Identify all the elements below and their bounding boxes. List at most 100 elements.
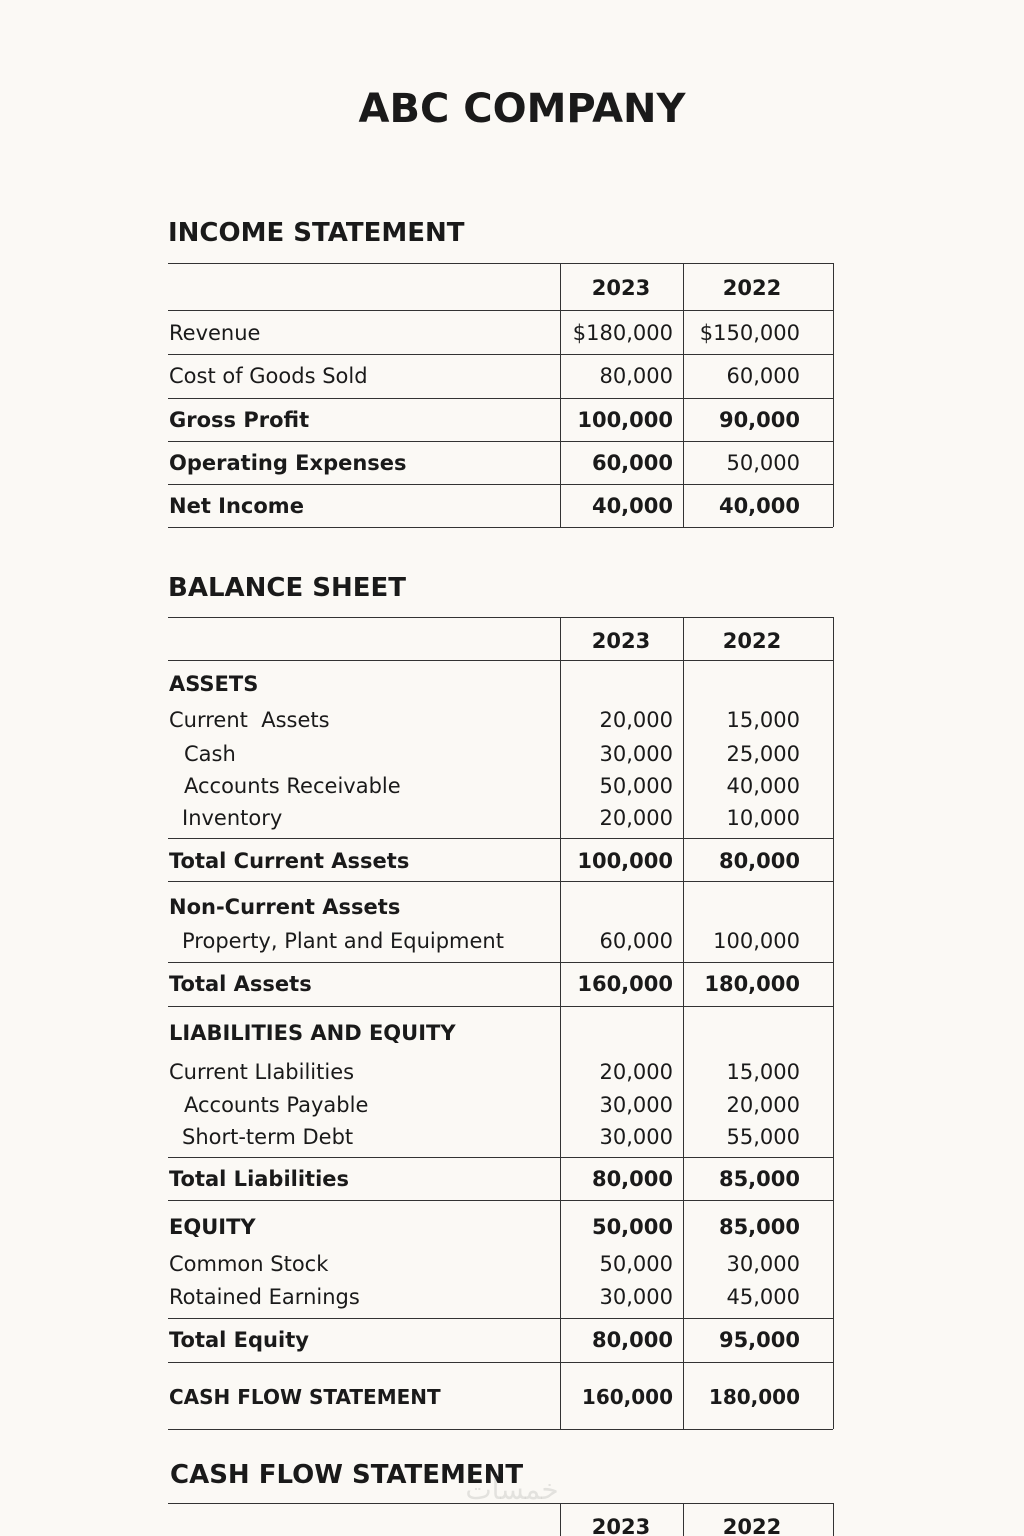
row-label: Common Stock — [169, 1251, 329, 1276]
cell-value: 95,000 — [718, 1327, 800, 1352]
cell-value: 20,000 — [599, 805, 673, 830]
column-header: 2023 — [591, 275, 651, 300]
cell-value: $150,000 — [699, 320, 800, 345]
section-heading: INCOME STATEMENT — [168, 217, 465, 248]
cell-value: 25,000 — [726, 741, 800, 766]
rule — [168, 1362, 833, 1363]
row-label: Inventory — [182, 805, 283, 830]
cell-value: 30,000 — [726, 1251, 800, 1276]
cell-value: 50,000 — [599, 1251, 673, 1276]
column-header: 2022 — [722, 1514, 782, 1536]
cell-value: 15,000 — [726, 707, 800, 732]
cell-value: 50,000 — [726, 450, 800, 475]
rule — [168, 1503, 833, 1504]
section-heading: CASH FLOW STATEMENT — [170, 1459, 524, 1490]
cell-value: 85,000 — [718, 1166, 800, 1191]
cell-value: 30,000 — [599, 1092, 673, 1117]
cell-value: 20,000 — [599, 1059, 673, 1084]
cell-value: 40,000 — [718, 493, 800, 518]
rule — [560, 1503, 561, 1536]
row-label: Cost of Goods Sold — [169, 363, 368, 388]
cell-value: 180,000 — [708, 1384, 800, 1409]
rule — [833, 617, 834, 1429]
row-label: Short-term Debt — [182, 1124, 354, 1149]
rule — [168, 838, 833, 839]
column-header: 2023 — [591, 628, 651, 653]
row-label: Non-Current Assets — [169, 894, 401, 919]
row-label: EQUITY — [169, 1214, 256, 1239]
rule — [168, 660, 833, 661]
rule — [168, 354, 833, 355]
row-label: Revenue — [169, 320, 261, 345]
column-header: 2023 — [591, 1514, 651, 1536]
rule — [168, 527, 833, 528]
rule — [168, 962, 833, 963]
cell-value: 80,000 — [591, 1327, 673, 1352]
cell-value: 55,000 — [726, 1124, 800, 1149]
cell-value: 90,000 — [718, 407, 800, 432]
row-label: Total Liabilities — [169, 1166, 350, 1191]
rule — [168, 398, 833, 399]
row-label: Accounts Receivable — [184, 773, 401, 798]
cell-value: 60,000 — [726, 363, 800, 388]
rule — [168, 484, 833, 485]
cell-value: 45,000 — [726, 1284, 800, 1309]
cell-value: 80,000 — [591, 1166, 673, 1191]
row-label: Cash — [184, 741, 236, 766]
cell-value: 180,000 — [704, 971, 800, 996]
row-label: Net Income — [169, 493, 304, 518]
section-heading: BALANCE SHEET — [168, 572, 407, 603]
row-label: Rotained Earnings — [169, 1284, 360, 1309]
cell-value: 160,000 — [581, 1384, 673, 1409]
cell-value: 20,000 — [726, 1092, 800, 1117]
cell-value: 85,000 — [718, 1214, 800, 1239]
row-label: Total Current Assets — [169, 848, 410, 873]
rule — [168, 1200, 833, 1201]
row-label: Operating Expenses — [169, 450, 407, 475]
cell-value: 40,000 — [726, 773, 800, 798]
rule — [833, 1503, 834, 1536]
cell-value: 100,000 — [577, 848, 673, 873]
row-label: CASH FLOW STATEMENT — [169, 1384, 441, 1409]
rule — [168, 1006, 833, 1007]
row-label: LIABILITIES AND EQUITY — [169, 1020, 456, 1045]
rule — [560, 617, 561, 1429]
column-header: 2022 — [722, 628, 782, 653]
cell-value: 30,000 — [599, 1284, 673, 1309]
rule — [168, 263, 833, 264]
column-header: 2022 — [722, 275, 782, 300]
cell-value: 20,000 — [599, 707, 673, 732]
row-label: Total Assets — [169, 971, 312, 996]
cell-value: 80,000 — [718, 848, 800, 873]
rule — [168, 1157, 833, 1158]
rule — [168, 1318, 833, 1319]
rule — [683, 263, 684, 527]
rule — [168, 1429, 833, 1430]
row-label: Total Equity — [169, 1327, 309, 1352]
cell-value: 80,000 — [599, 363, 673, 388]
row-label: Accounts Payable — [184, 1092, 369, 1117]
cell-value: 100,000 — [577, 407, 673, 432]
cell-value: 60,000 — [599, 928, 673, 953]
cell-value: 10,000 — [726, 805, 800, 830]
cell-value: 15,000 — [726, 1059, 800, 1084]
rule — [168, 310, 833, 311]
row-label: Current LIabilities — [169, 1059, 355, 1084]
cell-value: 40,000 — [591, 493, 673, 518]
row-label: Property, Plant and Equipment — [182, 928, 504, 953]
row-label: Current Assets — [169, 707, 330, 732]
cell-value: 60,000 — [591, 450, 673, 475]
document-title: ABC COMPANY — [358, 86, 686, 133]
cell-value: 50,000 — [591, 1214, 673, 1239]
cell-value: 30,000 — [599, 1124, 673, 1149]
cell-value: $180,000 — [572, 320, 673, 345]
rule — [168, 881, 833, 882]
rule — [683, 617, 684, 1429]
cell-value: 160,000 — [577, 971, 673, 996]
row-label: ASSETS — [169, 671, 259, 696]
row-label: Gross Profit — [169, 407, 310, 432]
rule — [560, 263, 561, 527]
cell-value: 50,000 — [599, 773, 673, 798]
rule — [683, 1503, 684, 1536]
